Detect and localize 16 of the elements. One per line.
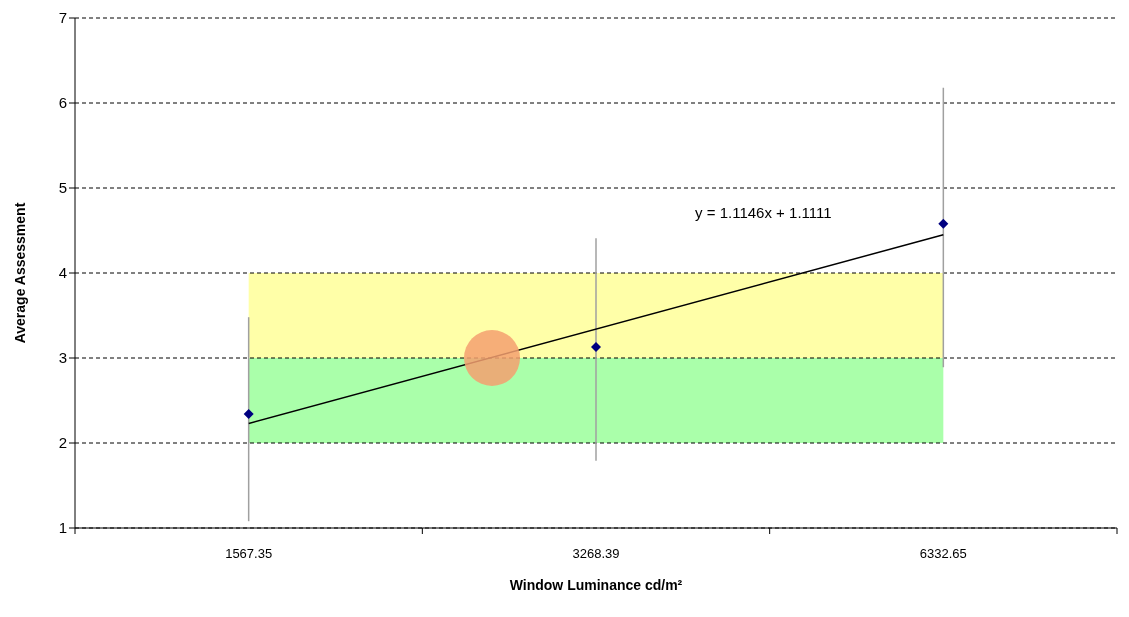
annotation: y = 1.1146x + 1.1111 (695, 203, 832, 221)
y-axis-title: Average Assessment (11, 202, 28, 344)
y-tick-label: 7 (58, 9, 67, 27)
y-tick-label: 4 (58, 264, 67, 282)
point (591, 341, 601, 352)
x-axis-title: Window Luminance cd/m² (509, 577, 683, 593)
y-tick-label: 2 (58, 434, 67, 452)
y-tick-label: 3 (58, 349, 67, 367)
y-tick-label: 6 (58, 94, 67, 112)
x-tick-label: 3268.39 (572, 546, 620, 561)
y-tick-label: 1 (58, 519, 67, 537)
point (938, 218, 949, 229)
point (243, 409, 254, 420)
y-tick-label: 5 (58, 179, 67, 197)
x-tick-label: 1567.35 (225, 546, 273, 561)
x-tick-label: 6332.65 (919, 546, 967, 561)
